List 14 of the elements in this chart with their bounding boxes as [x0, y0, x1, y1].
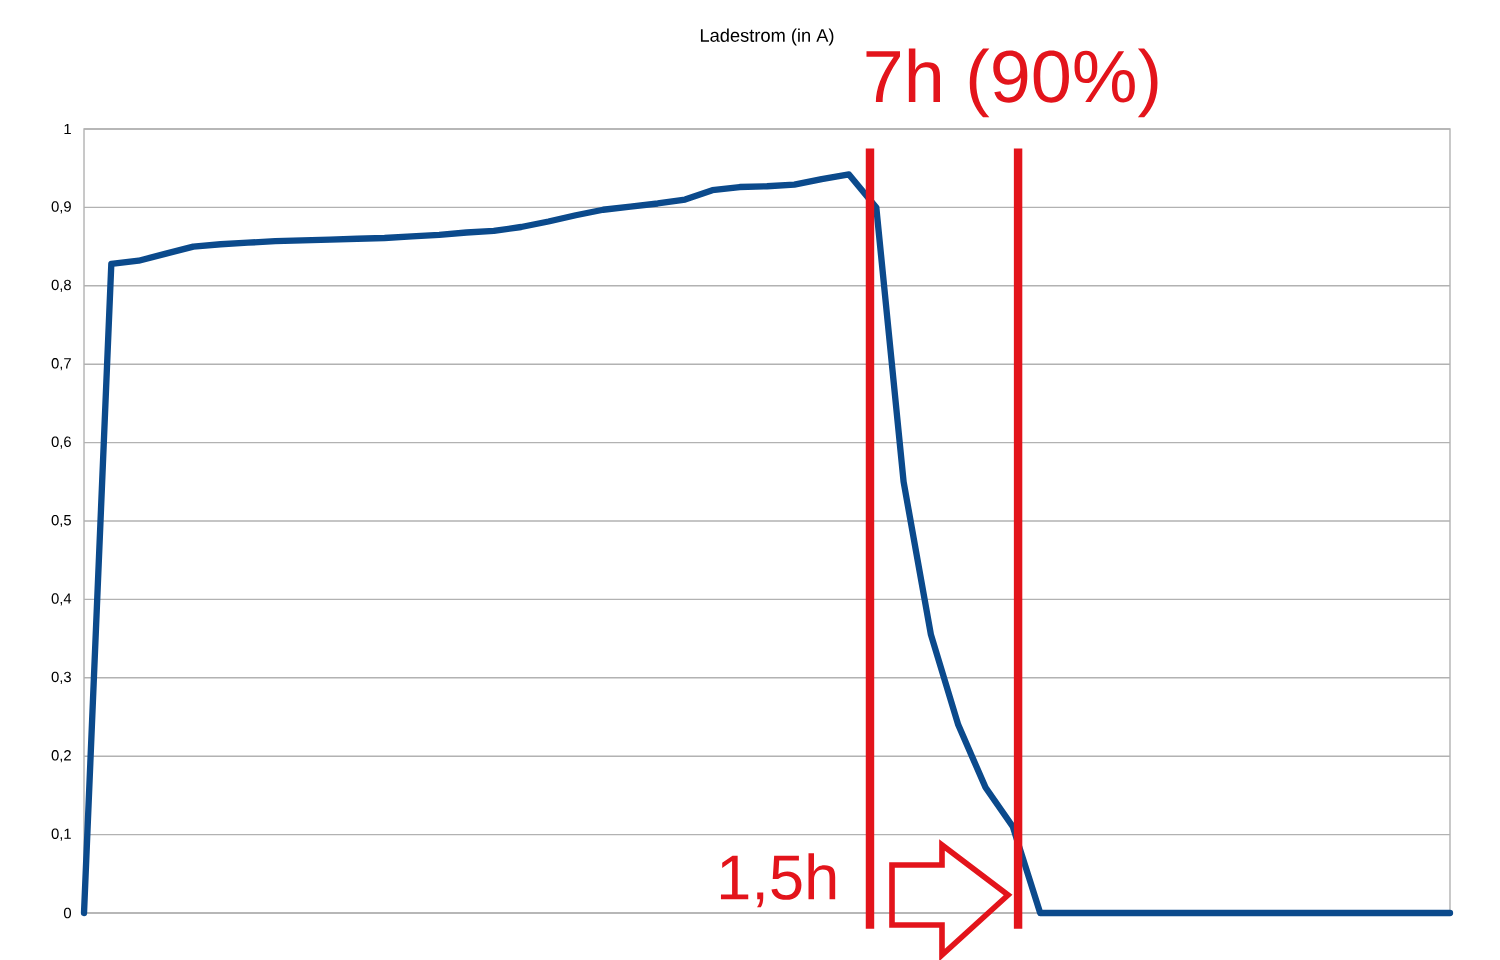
- y-tick-label: 0,5: [51, 514, 71, 528]
- y-tick-label: 0,9: [51, 201, 71, 214]
- y-tick-label: 0,1: [51, 828, 71, 841]
- text: 7h (90%): [866, 48, 1158, 118]
- y-tick-label: 0,7: [51, 358, 71, 371]
- y-tick-label: 0,4: [51, 593, 72, 606]
- y-tick-label: 0: [63, 907, 72, 919]
- y-tick-label: 1: [64, 123, 71, 135]
- annotation: 1,5h: [720, 853, 836, 908]
- y-tick-label: 0,2: [51, 750, 71, 763]
- chart-title: Ladestrom (in A): [700, 28, 834, 46]
- y-tick-label: 0,3: [51, 671, 71, 684]
- y-tick-label: 0,8: [51, 279, 71, 292]
- y-tick-label: 0,6: [51, 436, 71, 449]
